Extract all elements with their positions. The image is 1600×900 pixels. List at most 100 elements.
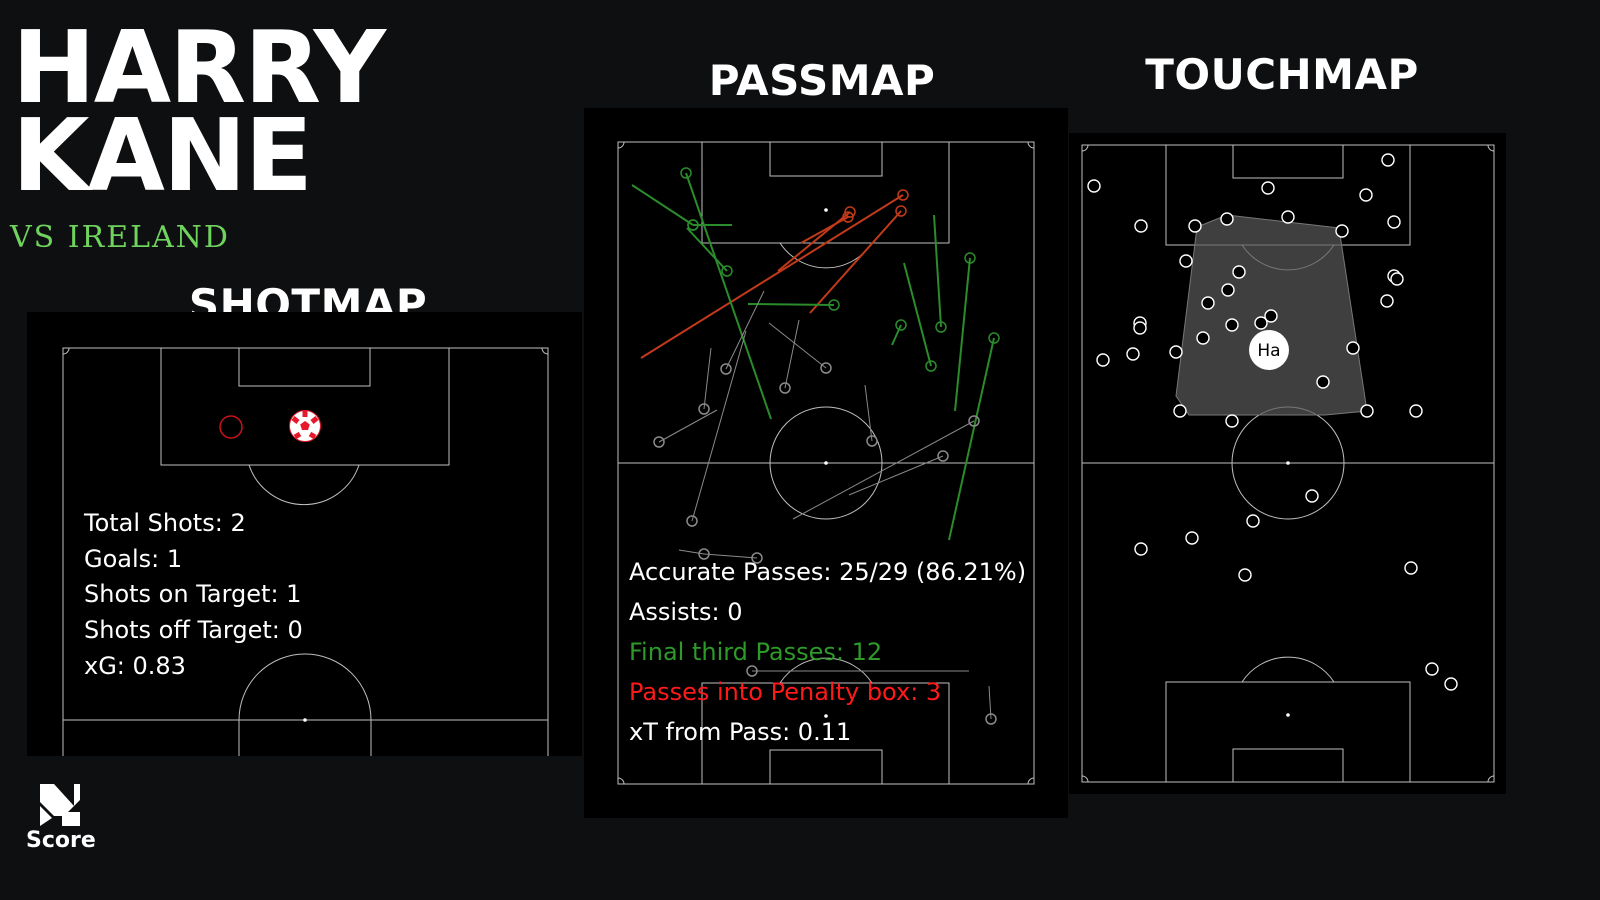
xg-stat: xG: 0.83 bbox=[84, 651, 186, 680]
pass-origin-marker bbox=[842, 211, 854, 223]
pass-origin-marker bbox=[895, 205, 907, 217]
pass-line bbox=[784, 319, 800, 389]
shot-stats: Total Shots: 2 Goals: 1 Shots on Target:… bbox=[84, 506, 303, 685]
touchmap-panel: Ha bbox=[1069, 133, 1506, 794]
touch-marker bbox=[1425, 662, 1439, 676]
pass-origin-marker bbox=[895, 319, 907, 331]
pass-origin-marker bbox=[653, 436, 665, 448]
touchmap-bottom-penalty-arc bbox=[1241, 656, 1335, 683]
pass-line bbox=[631, 184, 694, 226]
passmap-top-six-yard-box bbox=[769, 141, 883, 177]
shotmap-six-yard-box bbox=[238, 347, 371, 387]
pass-origin-marker bbox=[866, 435, 878, 447]
pass-line bbox=[948, 337, 995, 541]
pass-origin-marker bbox=[925, 360, 937, 372]
touchmap-title: TOUCHMAP bbox=[1145, 50, 1419, 99]
touch-marker bbox=[1126, 347, 1140, 361]
touch-marker bbox=[1134, 219, 1148, 233]
passmap-title: PASSMAP bbox=[708, 56, 936, 105]
football-icon bbox=[289, 410, 321, 442]
passmap-panel bbox=[584, 108, 1068, 818]
touch-marker bbox=[1179, 254, 1193, 268]
touch-marker bbox=[1316, 375, 1330, 389]
pass-origin-marker bbox=[720, 363, 732, 375]
goals-stat: Goals: 1 bbox=[84, 544, 183, 573]
pass-line bbox=[864, 384, 873, 442]
pass-origin-marker bbox=[751, 552, 763, 564]
pass-line bbox=[640, 194, 904, 359]
pass-line bbox=[848, 455, 944, 496]
pass-origin-marker bbox=[686, 515, 698, 527]
touchmap-corner-arcs bbox=[1081, 144, 1495, 783]
touch-marker bbox=[1254, 316, 1268, 330]
shotmap-corner-arcs bbox=[62, 347, 549, 355]
shots-on-target-stat: Shots on Target: 1 bbox=[84, 580, 302, 609]
player-last-name: KANE bbox=[12, 97, 313, 214]
touch-marker bbox=[1173, 404, 1187, 418]
touch-marker bbox=[1281, 210, 1295, 224]
shot-marker-miss bbox=[219, 415, 243, 439]
touch-marker bbox=[1185, 531, 1199, 545]
pass-origin-marker bbox=[935, 321, 947, 333]
pass-line bbox=[933, 214, 942, 328]
passmap-top-penalty-box bbox=[701, 141, 950, 244]
touch-marker bbox=[1387, 215, 1401, 229]
touch-marker bbox=[1169, 345, 1183, 359]
touch-marker bbox=[1246, 514, 1260, 528]
touch-marker bbox=[1381, 153, 1395, 167]
passmap-bottom-penalty-arc bbox=[779, 657, 873, 684]
touch-marker bbox=[1359, 188, 1373, 202]
touch-marker bbox=[1305, 489, 1319, 503]
pass-origin-marker bbox=[779, 382, 791, 394]
touch-marker bbox=[1390, 272, 1404, 286]
assists-stat: Assists: 0 bbox=[629, 598, 743, 626]
pass-origin-marker bbox=[698, 403, 710, 415]
logo-text: Score bbox=[26, 828, 96, 853]
pass-line bbox=[703, 553, 758, 559]
pass-origin-marker bbox=[985, 713, 997, 725]
touchmap-bottom-penalty-spot bbox=[1286, 713, 1290, 717]
pass-line bbox=[891, 324, 902, 346]
player-name: HARRY KANE bbox=[12, 18, 386, 214]
pass-origin-marker bbox=[820, 362, 832, 374]
pass-line bbox=[768, 322, 827, 369]
pass-origin-marker bbox=[988, 332, 1000, 344]
shotmap-centre-circle bbox=[238, 653, 372, 756]
pass-origin-marker bbox=[844, 206, 856, 218]
pass-line bbox=[658, 409, 718, 443]
pass-lines bbox=[631, 167, 1000, 725]
pass-line bbox=[686, 227, 728, 272]
touch-marker bbox=[1346, 341, 1360, 355]
touch-marker bbox=[1220, 212, 1234, 226]
penalty-box-passes-stat: Passes into Penalty box: 3 bbox=[629, 678, 942, 706]
pass-line bbox=[954, 257, 971, 412]
touch-marker bbox=[1444, 677, 1458, 691]
pass-stats: Accurate Passes: 25/29 (86.21%) Assists:… bbox=[629, 552, 1026, 752]
touch-marker bbox=[1225, 318, 1239, 332]
pass-line bbox=[685, 172, 772, 420]
touchmap-pitch: Ha bbox=[1081, 144, 1495, 783]
touchmap-player-label: Ha bbox=[1257, 341, 1280, 361]
pass-origin-marker bbox=[828, 299, 840, 311]
final-third-passes-stat: Final third Passes: 12 bbox=[629, 638, 883, 666]
touch-marker bbox=[1409, 404, 1423, 418]
passmap-bottom-penalty-spot bbox=[824, 714, 828, 718]
pass-origin-marker bbox=[721, 265, 733, 277]
pass-origin-marker bbox=[968, 415, 980, 427]
touch-marker bbox=[1196, 331, 1210, 345]
pass-origin-marker bbox=[897, 189, 909, 201]
pass-origin-marker bbox=[937, 450, 949, 462]
shotmap-panel bbox=[27, 312, 582, 756]
pass-origin-marker bbox=[680, 167, 692, 179]
touch-marker bbox=[1360, 404, 1374, 418]
passmap-corner-arcs bbox=[617, 141, 1035, 785]
pass-line bbox=[903, 262, 932, 367]
pass-line bbox=[691, 330, 747, 522]
touchmap-top-six-yard-box bbox=[1232, 144, 1344, 179]
touch-points bbox=[1087, 153, 1458, 691]
pass-line bbox=[809, 210, 902, 314]
opponent-label: VS IRELAND bbox=[10, 220, 230, 255]
pass-line bbox=[747, 303, 835, 306]
touchmap-bottom-penalty-box bbox=[1165, 681, 1411, 783]
xt-from-pass-stat: xT from Pass: 0.11 bbox=[629, 718, 852, 746]
